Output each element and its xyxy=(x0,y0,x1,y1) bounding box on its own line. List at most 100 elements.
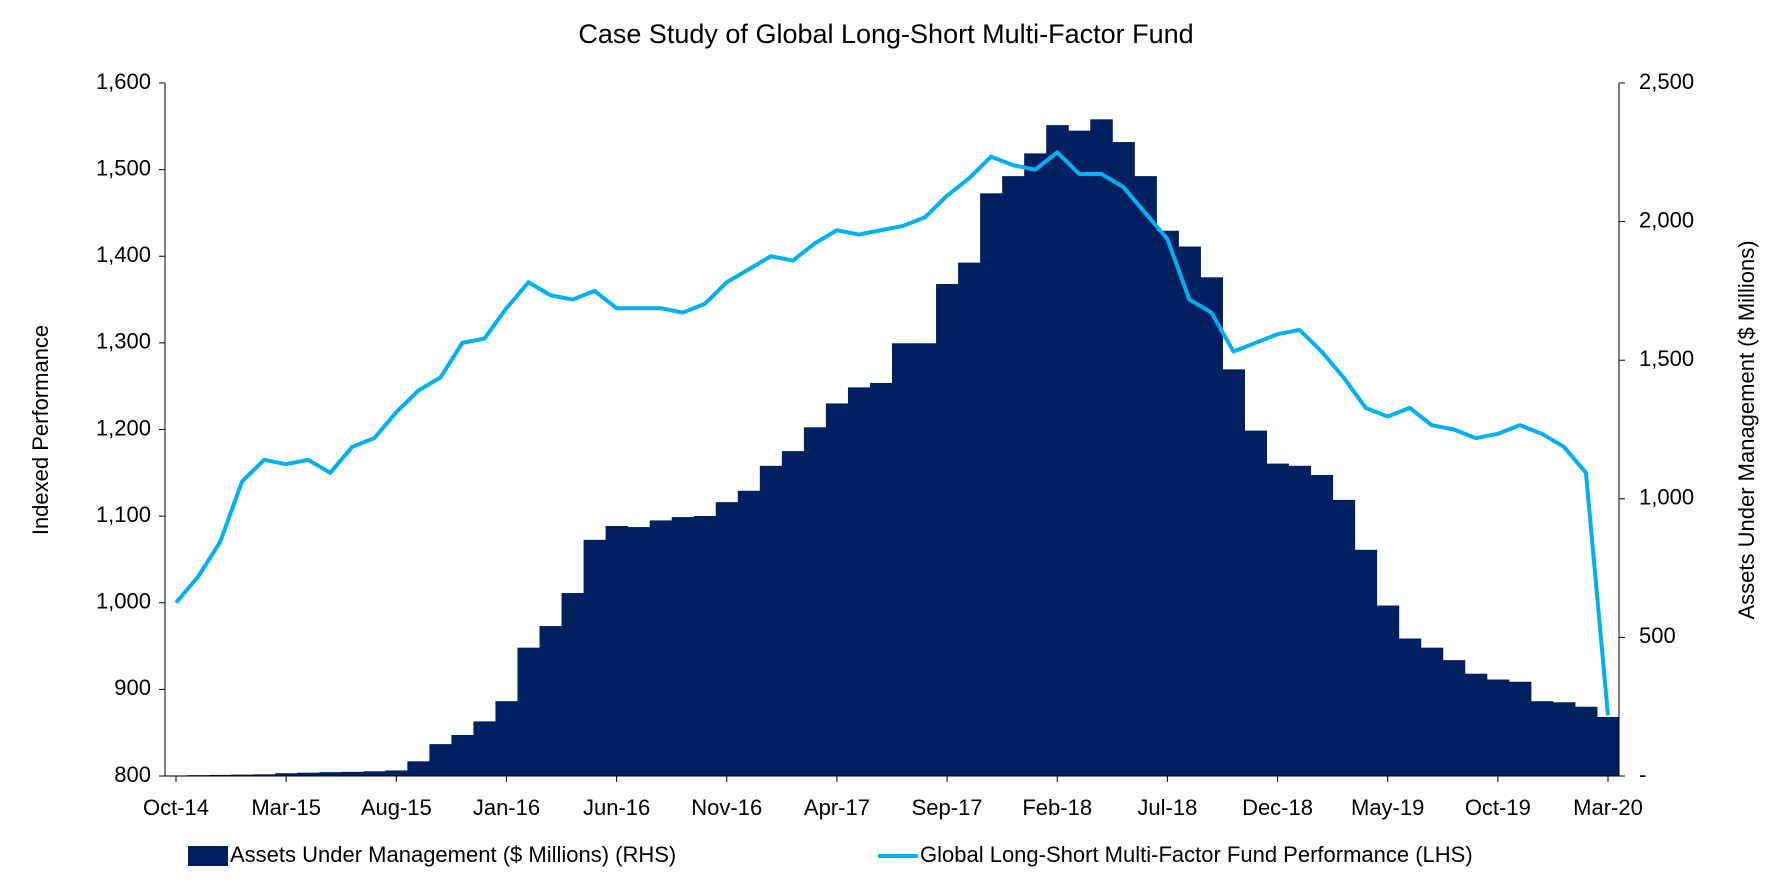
x-tick-label: Jan-16 xyxy=(473,795,540,820)
x-tick-label: Mar-20 xyxy=(1573,795,1643,820)
bar xyxy=(341,771,364,776)
bar xyxy=(231,774,254,776)
bar xyxy=(1222,369,1245,776)
bar xyxy=(385,770,408,776)
bar xyxy=(297,772,320,776)
bar xyxy=(253,774,276,776)
x-tick-label: Sep-17 xyxy=(912,795,983,820)
bar xyxy=(737,490,761,776)
bar xyxy=(1508,681,1532,776)
bar xyxy=(1266,463,1290,776)
bar xyxy=(1530,701,1554,776)
y2-tick-label: 2,500 xyxy=(1639,69,1694,94)
x-tick-label: Mar-15 xyxy=(251,795,321,820)
bar xyxy=(1398,638,1422,776)
bar xyxy=(363,771,386,776)
y-tick-label: 1,200 xyxy=(96,415,151,440)
x-tick-label: Jul-18 xyxy=(1137,795,1197,820)
y2-tick-label: 1,000 xyxy=(1639,485,1694,510)
bar xyxy=(209,774,232,776)
y-tick-label: 900 xyxy=(114,675,151,700)
y-tick-label: 1,100 xyxy=(96,502,151,527)
bar xyxy=(1134,176,1157,776)
bar xyxy=(539,626,563,776)
x-tick-label: Oct-19 xyxy=(1465,795,1531,820)
bar xyxy=(451,734,474,776)
bar xyxy=(319,772,342,776)
bar xyxy=(1420,647,1444,776)
y-tick-label: 1,400 xyxy=(96,242,151,267)
y2-tick-label: 2,000 xyxy=(1639,207,1694,232)
bar xyxy=(1002,176,1025,776)
bar xyxy=(1068,130,1091,776)
bar xyxy=(892,343,915,776)
bar xyxy=(869,382,893,776)
chart-title: Case Study of Global Long-Short Multi-Fa… xyxy=(578,19,1193,49)
legend-label: Global Long-Short Multi-Factor Fund Perf… xyxy=(920,842,1473,867)
bar xyxy=(561,593,585,776)
bar xyxy=(825,403,849,776)
bar xyxy=(1486,679,1510,776)
bar xyxy=(1156,230,1179,776)
y-tick-label: 1,300 xyxy=(96,329,151,354)
bar xyxy=(693,515,717,776)
bar xyxy=(473,721,496,776)
bar xyxy=(649,520,673,776)
y-tick-label: 1,000 xyxy=(96,589,151,614)
bar xyxy=(1596,716,1620,776)
y-axis-title: Indexed Performance xyxy=(28,325,53,535)
x-tick-label: Aug-15 xyxy=(361,795,432,820)
bar xyxy=(407,761,430,776)
bar xyxy=(958,262,981,776)
bar xyxy=(1354,549,1378,776)
bar xyxy=(1288,465,1312,776)
bar xyxy=(275,773,298,776)
x-tick-label: Jun-16 xyxy=(583,795,650,820)
bar xyxy=(803,427,827,776)
bar xyxy=(759,465,783,776)
bar xyxy=(1376,605,1400,776)
bar xyxy=(715,502,739,776)
legend-label: Assets Under Management ($ Millions) (RH… xyxy=(230,842,676,867)
y-tick-label: 800 xyxy=(114,762,151,787)
bar xyxy=(1024,153,1047,776)
x-tick-label: Oct-14 xyxy=(143,795,209,820)
x-tick-label: Feb-18 xyxy=(1022,795,1092,820)
line xyxy=(174,150,1610,716)
bar xyxy=(495,701,518,776)
bar xyxy=(1574,706,1598,776)
y-tick-label: 1,500 xyxy=(96,155,151,180)
y-tick-label: 1,600 xyxy=(96,69,151,94)
bar xyxy=(517,647,541,776)
legend-swatch xyxy=(188,846,228,866)
bar xyxy=(627,527,651,776)
bar xyxy=(1332,499,1356,776)
bar xyxy=(583,539,607,776)
bar xyxy=(936,283,959,776)
bar xyxy=(914,343,937,776)
bar xyxy=(980,193,1003,776)
x-tick-label: Nov-16 xyxy=(691,795,762,820)
y2-tick-label: - xyxy=(1639,762,1646,787)
bar xyxy=(1046,125,1069,776)
bar xyxy=(847,387,871,776)
bar xyxy=(1178,246,1201,777)
bar xyxy=(1552,702,1576,776)
bar xyxy=(1200,277,1223,776)
x-tick-label: May-19 xyxy=(1351,795,1424,820)
x-tick-label: Apr-17 xyxy=(804,795,870,820)
bar xyxy=(781,451,805,776)
bar xyxy=(671,517,695,776)
bar xyxy=(1112,142,1135,777)
y2-tick-label: 500 xyxy=(1639,623,1676,648)
bar xyxy=(1090,119,1113,776)
bar xyxy=(1244,430,1268,776)
bar xyxy=(605,525,629,776)
bar xyxy=(1464,673,1488,776)
y2-axis-title: Assets Under Management ($ Millions) xyxy=(1734,240,1759,619)
bar xyxy=(429,744,452,776)
x-tick-label: Dec-18 xyxy=(1242,795,1313,820)
bar xyxy=(1442,660,1466,776)
bar xyxy=(1310,474,1334,776)
